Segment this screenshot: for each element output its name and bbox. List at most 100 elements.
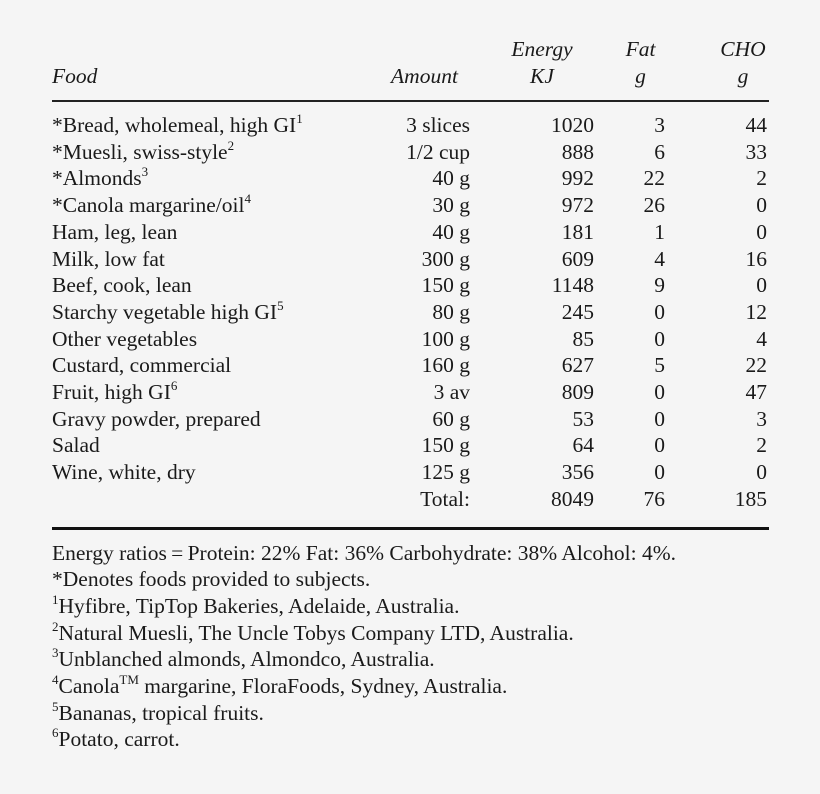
total-label: Total: (420, 486, 470, 511)
asterisk-note: *Denotes foods provided to subjects. (52, 567, 371, 592)
total-cho: 185 (734, 486, 767, 511)
footnote-marker: 2 (52, 618, 59, 634)
cell-fat: 0 (654, 380, 665, 405)
cell-amount: 125 g (421, 460, 470, 485)
cell-food: Beef, cook, lean (52, 272, 367, 299)
cell-fat: 3 (654, 113, 665, 137)
cell-cho: 2 (756, 166, 767, 191)
cell-energy: 888 (561, 139, 594, 164)
food-name: Custard, commercial (52, 353, 232, 378)
cell-energy: 1020 (551, 113, 594, 137)
footnote-marker: 3 (141, 164, 149, 180)
header-food: Food (52, 36, 367, 101)
cell-cho: 4 (756, 326, 767, 351)
cell-energy: 609 (561, 246, 594, 271)
cell-food: Wine, white, dry (52, 459, 367, 486)
footnote-marker: 6 (52, 725, 59, 741)
cell-food: *Almonds3 (52, 165, 367, 192)
cell-amount: 80 g (432, 299, 470, 324)
footnote-marker: 6 (170, 378, 178, 394)
header-energy-line2: KJ (530, 64, 554, 88)
table-row: Other vegetables 100 g 85 0 4 (52, 326, 769, 353)
cell-fat: 0 (654, 406, 665, 431)
cell-energy: 85 (572, 326, 595, 351)
food-name: *Muesli, swiss-style (52, 139, 228, 164)
cell-food: Starchy vegetable high GI5 (52, 299, 367, 326)
table-body: *Bread, wholemeal, high GI1 3 slices 102… (52, 101, 769, 527)
table-row: *Muesli, swiss-style2 1/2 cup 888 6 33 (52, 139, 769, 166)
footnote-6: 6Potato, carrot. (52, 726, 769, 753)
cell-fat: 22 (643, 166, 666, 191)
food-name: Salad (52, 433, 100, 458)
cell-energy: 972 (561, 193, 594, 218)
cell-fat: 4 (654, 246, 665, 271)
total-energy: 8049 (551, 486, 594, 511)
cell-cho: 3 (756, 406, 767, 431)
cell-food: Gravy powder, prepared (52, 406, 367, 433)
food-name: Fruit, high GI (52, 380, 171, 405)
table-row: Milk, low fat 300 g 609 4 16 (52, 246, 769, 273)
table-bottom-rule (52, 526, 769, 530)
footnote-marker: 4 (244, 191, 251, 207)
cell-food: Ham, leg, lean (52, 219, 367, 246)
table-row: Salad 150 g 64 0 2 (52, 432, 769, 459)
footnote-3: 3Unblanched almonds, Almondco, Australia… (52, 646, 769, 673)
cell-fat: 6 (654, 139, 665, 164)
cell-fat: 1 (654, 219, 665, 244)
footnote-marker: 3 (52, 645, 59, 661)
cell-food: Fruit, high GI6 (52, 379, 367, 406)
cell-food: Salad (52, 432, 367, 459)
cell-cho: 0 (756, 273, 767, 298)
food-name: Other vegetables (52, 326, 198, 351)
header-food-label: Food (52, 64, 98, 88)
header-cho: CHO g (679, 36, 769, 101)
cell-amount: 300 g (421, 246, 470, 271)
trademark-mark: TM (119, 672, 139, 688)
food-name: Gravy powder, prepared (52, 406, 261, 431)
header-energy: Energy KJ (482, 36, 602, 101)
cell-cho: 0 (756, 193, 767, 218)
cell-energy: 627 (561, 353, 594, 378)
cell-cho: 12 (745, 299, 768, 324)
cell-energy: 992 (561, 166, 594, 191)
cell-fat: 26 (643, 193, 666, 218)
footnote-marker: 1 (296, 111, 303, 126)
food-name: *Bread, wholemeal, high GI (52, 113, 297, 137)
cell-fat: 0 (654, 299, 665, 324)
cell-food: Milk, low fat (52, 246, 367, 273)
cell-energy: 245 (561, 299, 594, 324)
cell-energy: 809 (561, 380, 594, 405)
cell-cho: 44 (745, 113, 768, 137)
food-name: *Canola margarine/oil (52, 193, 245, 218)
table-row: Ham, leg, lean 40 g 181 1 0 (52, 219, 769, 246)
cell-cho: 47 (745, 380, 768, 405)
table-header: Food Amount Energy KJ Fat g CHO g (52, 36, 769, 101)
cell-amount: 160 g (421, 353, 470, 378)
food-name: *Almonds (52, 166, 142, 191)
cell-food: *Muesli, swiss-style2 (52, 139, 367, 166)
cell-cho: 16 (745, 246, 768, 271)
footnote-2: 2Natural Muesli, The Uncle Tobys Company… (52, 620, 769, 647)
cell-amount: 150 g (421, 273, 470, 298)
header-energy-line1: Energy (511, 37, 573, 61)
header-fat: Fat g (602, 36, 679, 101)
cell-fat: 5 (654, 353, 665, 378)
table-row: Beef, cook, lean 150 g 1148 9 0 (52, 272, 769, 299)
footnote-text: Natural Muesli, The Uncle Tobys Company … (58, 620, 574, 645)
footnote-marker: 4 (52, 672, 59, 688)
cell-food: Custard, commercial (52, 352, 367, 379)
footnote-marker: 5 (52, 698, 59, 714)
cell-cho: 22 (745, 353, 768, 378)
footnote-text: Unblanched almonds, Almondco, Australia. (58, 647, 435, 672)
footnote-1: 1Hyfibre, TipTop Bakeries, Adelaide, Aus… (52, 593, 769, 620)
cell-amount: 30 g (432, 193, 470, 218)
total-row: Total: 8049 76 185 (52, 486, 769, 527)
cell-cho: 33 (745, 139, 768, 164)
footnote-text: Canola (58, 674, 120, 699)
footnote-marker: 2 (227, 137, 235, 153)
footnote-text: Hyfibre, TipTop Bakeries, Adelaide, Aust… (58, 593, 460, 618)
cell-amount: 60 g (432, 406, 470, 431)
cell-energy: 53 (572, 406, 595, 431)
table-row: Gravy powder, prepared 60 g 53 0 3 (52, 406, 769, 433)
cell-amount: 3 slices (406, 113, 470, 137)
